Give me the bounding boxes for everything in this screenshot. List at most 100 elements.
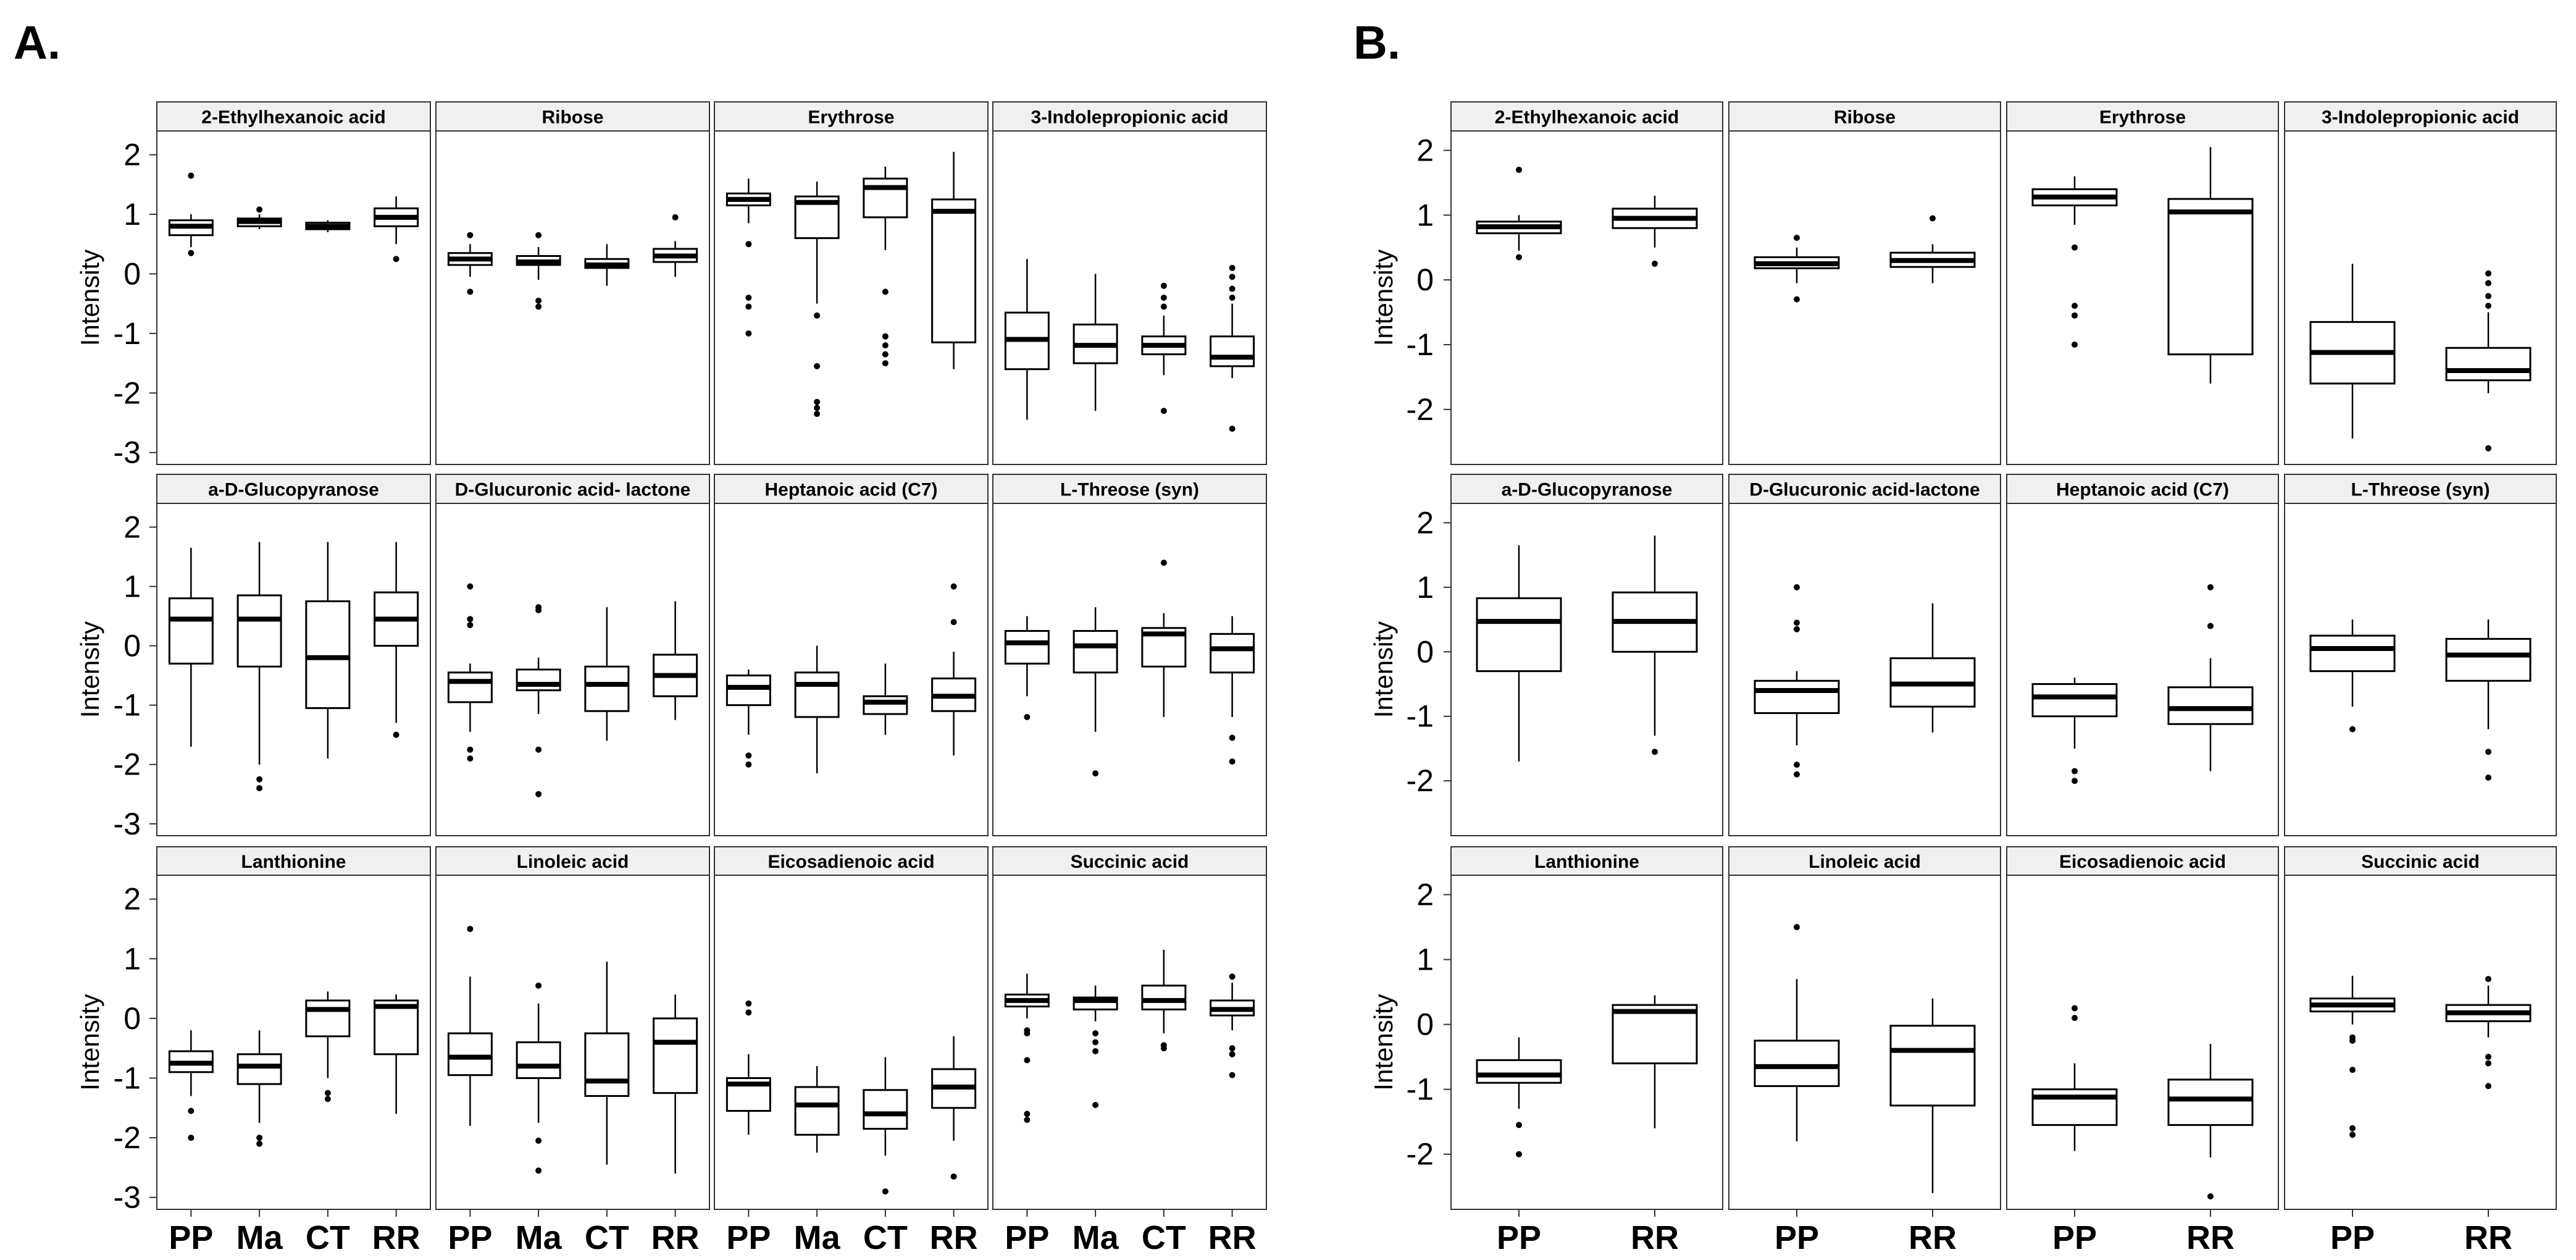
x-tick-label: RR — [2186, 1219, 2235, 1256]
box-rr — [2445, 976, 2532, 1090]
box-ct — [1141, 949, 1187, 1052]
y-tick-label: -3 — [114, 435, 141, 470]
outlier-point — [814, 398, 821, 405]
outlier-point — [814, 411, 821, 418]
x-tick-label: PP — [169, 1219, 213, 1256]
outlier-point — [2072, 303, 2078, 309]
outlier-point — [256, 206, 263, 213]
box-ma — [516, 232, 561, 310]
outlier-point — [2072, 1015, 2078, 1022]
outlier-point — [745, 303, 752, 310]
y-tick-label: -1 — [1407, 699, 1434, 734]
outlier-point — [2072, 244, 2078, 251]
outlier-point — [535, 1167, 542, 1174]
facet-title: D-Glucuronic acid- lactone — [455, 480, 691, 500]
outlier-point — [1092, 1101, 1099, 1108]
outlier-point — [535, 303, 542, 310]
box-pp — [1476, 1037, 1562, 1157]
y-tick-label: 1 — [1416, 198, 1434, 232]
box-iqr — [1476, 597, 1562, 673]
facet-strip — [435, 846, 710, 876]
y-tick-label: 0 — [1416, 262, 1434, 297]
box-iqr — [447, 671, 493, 704]
x-tick-label: RR — [651, 1219, 700, 1256]
outlier-point — [2485, 280, 2491, 287]
facet-title: Eicosadienoic acid — [2059, 852, 2226, 872]
y-tick-label: -1 — [114, 1060, 141, 1095]
outlier-point — [950, 1173, 957, 1180]
box-rr — [653, 994, 698, 1174]
plot-area — [2006, 875, 2279, 1210]
box-iqr — [2167, 1078, 2254, 1126]
x-tick-label: Ma — [1073, 1219, 1119, 1256]
facet-title: Erythrose — [2099, 107, 2186, 128]
outlier-point — [882, 351, 889, 358]
facet-panel: Heptanoic acid (C7) — [2006, 474, 2279, 836]
facet-panel: Linoleic acid PP Ma CT RR — [435, 846, 710, 1256]
panel-label: A. — [14, 17, 61, 69]
facet-strip — [2006, 101, 2279, 132]
outlier-point — [1652, 749, 1658, 755]
facet-panel: Lanthionine -3 -2 -1 0 1 2 Intensity PP Ma CT RR — [75, 846, 431, 1256]
y-axis-label: Intensity — [1369, 994, 1398, 1090]
box-ct — [1141, 282, 1187, 414]
outlier-point — [535, 232, 542, 238]
facet-panel: L-Threose (syn) — [992, 474, 1267, 836]
box-ma — [236, 206, 282, 230]
outlier-point — [2485, 293, 2491, 300]
box-iqr — [863, 1089, 908, 1130]
facet-title: 2-Ethylhexanoic acid — [201, 107, 385, 128]
box-iqr — [168, 597, 214, 665]
facet-panel: Erythrose — [2006, 101, 2279, 465]
x-tick-label: CT — [863, 1219, 908, 1256]
facet-panel: Ribose — [1728, 101, 2001, 465]
facet-strip — [2284, 101, 2557, 132]
box-rr — [374, 196, 419, 262]
box-iqr — [305, 600, 351, 709]
outlier-point — [1092, 770, 1099, 777]
box-iqr — [2309, 634, 2396, 673]
y-tick-label: 2 — [1416, 505, 1434, 540]
box-ct — [584, 607, 630, 741]
outlier-point — [467, 746, 474, 753]
box-pp — [168, 172, 214, 256]
outlier-point — [188, 1107, 194, 1114]
outlier-point — [2349, 1037, 2356, 1044]
plot-area — [714, 503, 989, 836]
x-tick-label: PP — [448, 1219, 492, 1256]
outlier-point — [467, 925, 474, 932]
facet-strip — [2006, 846, 2279, 876]
outlier-point — [2072, 1005, 2078, 1012]
plot-area — [435, 130, 710, 465]
outlier-point — [745, 295, 752, 301]
facet-strip — [1450, 474, 1723, 504]
box-iqr — [2031, 683, 2118, 718]
box-rr — [931, 583, 977, 756]
x-tick-label: RR — [372, 1219, 420, 1256]
facet-strip — [435, 101, 710, 132]
outlier-point — [950, 583, 957, 590]
y-tick-label: -1 — [114, 688, 141, 723]
outlier-point — [745, 330, 752, 337]
outlier-point — [2485, 270, 2491, 277]
box-rr — [2167, 1044, 2254, 1199]
outlier-point — [745, 761, 752, 768]
box-iqr — [1210, 632, 1255, 674]
facet-strip — [156, 101, 431, 132]
y-tick-label: 2 — [1416, 878, 1434, 912]
box-iqr — [1754, 1040, 1840, 1087]
box-iqr — [863, 177, 908, 219]
outlier-point — [672, 214, 679, 220]
box-pp — [2031, 1005, 2118, 1151]
outlier-point — [950, 619, 957, 626]
box-iqr — [584, 1032, 630, 1097]
y-tick-label: 0 — [123, 256, 141, 291]
y-tick-label: -1 — [1407, 327, 1434, 362]
outlier-point — [882, 333, 889, 340]
outlier-point — [1794, 296, 1800, 303]
facet-title: 3-Indolepropionic acid — [2322, 107, 2519, 128]
box-rr — [1210, 264, 1255, 432]
y-tick-label: 2 — [123, 510, 141, 544]
box-iqr — [726, 674, 771, 707]
facet-strip — [714, 846, 989, 876]
